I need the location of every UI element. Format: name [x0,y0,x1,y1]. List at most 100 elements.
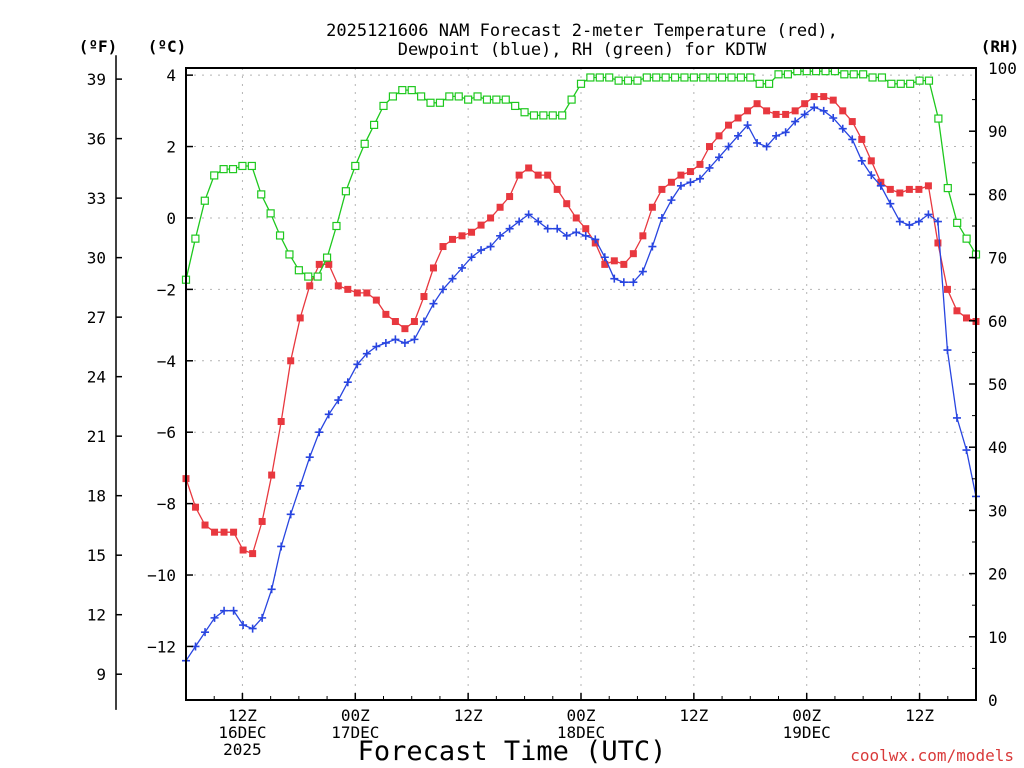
point-rh [699,73,708,82]
point-dewpoint [553,224,562,233]
point-dewpoint [905,221,914,230]
point-dewpoint [391,335,400,344]
point-temperature [344,285,352,293]
point-temperature [401,325,409,333]
point-dewpoint [781,128,790,137]
point-temperature [782,110,790,118]
point-rh [210,171,219,180]
point-rh [473,92,482,101]
x-tick-label: 00Z [341,706,370,725]
point-temperature [582,225,590,233]
point-rh [332,221,341,231]
point-rh [360,139,369,148]
point-rh [652,73,661,82]
point-temperature [239,546,247,554]
point-temperature [306,282,314,290]
chart-title-line-2: Dewpoint (blue), RH (green) for KDTW [398,40,767,60]
point-dewpoint [791,117,800,126]
point-temperature [391,318,399,326]
point-rh [407,86,416,95]
point-dewpoint [248,624,257,633]
point-rh [322,253,332,262]
point-rh [482,95,492,104]
point-dewpoint [819,106,828,115]
point-dewpoint [543,224,552,233]
point-temperature [325,260,333,268]
point-temperature [363,289,371,297]
series-line-dewpoint [185,106,977,662]
rh-tick-label: 40 [988,438,1007,457]
point-dewpoint [267,585,276,594]
point-temperature [477,221,485,229]
point-dewpoint [838,124,847,133]
point-dewpoint [895,217,904,226]
point-rh [576,79,586,88]
point-temperature [315,260,323,268]
fahrenheit-tick-label: 27 [87,308,106,327]
credit-text: coolwx.com/models [850,746,1014,765]
fahrenheit-tick-label: 15 [87,546,106,565]
x-axis-title: Forecast Time (UTC) [358,736,667,767]
point-temperature [620,260,628,268]
point-dewpoint [924,210,933,219]
point-temperature [886,185,894,193]
celsius-tick-label: −10 [147,566,176,585]
point-temperature [439,243,447,251]
point-rh [915,76,924,85]
point-dewpoint [581,231,590,240]
point-rh [520,108,529,117]
point-temperature [458,232,466,240]
point-temperature [277,417,285,425]
point-rh [633,76,642,85]
point-dewpoint [762,142,771,151]
point-temperature [734,114,742,122]
point-rh [717,73,727,82]
point-dewpoint [400,338,409,347]
point-rh [492,95,501,104]
point-temperature [201,521,209,529]
point-dewpoint [867,171,876,180]
point-dewpoint [667,196,676,205]
point-rh [285,250,294,259]
point-dewpoint [410,335,419,344]
point-rh [417,92,426,101]
point-temperature [915,185,923,193]
fahrenheit-tick-label: 21 [87,427,106,446]
point-temperature [334,282,342,290]
rh-tick-label: 10 [988,628,1007,647]
point-rh [275,231,285,240]
point-dewpoint [534,217,543,226]
point-rh [605,73,614,82]
celsius-tick-label: −2 [157,280,176,299]
point-temperature [629,250,637,258]
point-temperature [230,528,238,536]
point-temperature [572,214,580,222]
point-temperature [677,171,685,179]
point-rh [934,114,943,123]
point-rh [736,73,745,82]
rh-unit-label: (RH) [981,37,1020,56]
point-dewpoint [591,235,600,244]
point-temperature [211,528,219,536]
point-rh [680,73,689,82]
point-rh [351,161,360,171]
point-rh [464,95,473,104]
point-rh [238,161,247,171]
point-temperature [563,200,571,208]
x-tick-label: 18DEC [557,723,605,742]
rh-tick-label: 50 [988,375,1007,394]
point-temperature [725,121,733,129]
point-dewpoint [277,542,286,551]
fahrenheit-tick-label: 24 [87,368,106,387]
point-temperature [858,135,866,143]
point-dewpoint [886,199,895,208]
point-temperature [496,203,504,211]
point-rh [501,95,510,104]
point-dewpoint [914,217,923,226]
point-rh [868,73,877,82]
chart-title-line-1: 2025121606 NAM Forecast 2-meter Temperat… [326,21,838,41]
point-temperature [696,160,704,168]
point-dewpoint [572,228,581,237]
point-dewpoint [734,131,743,140]
